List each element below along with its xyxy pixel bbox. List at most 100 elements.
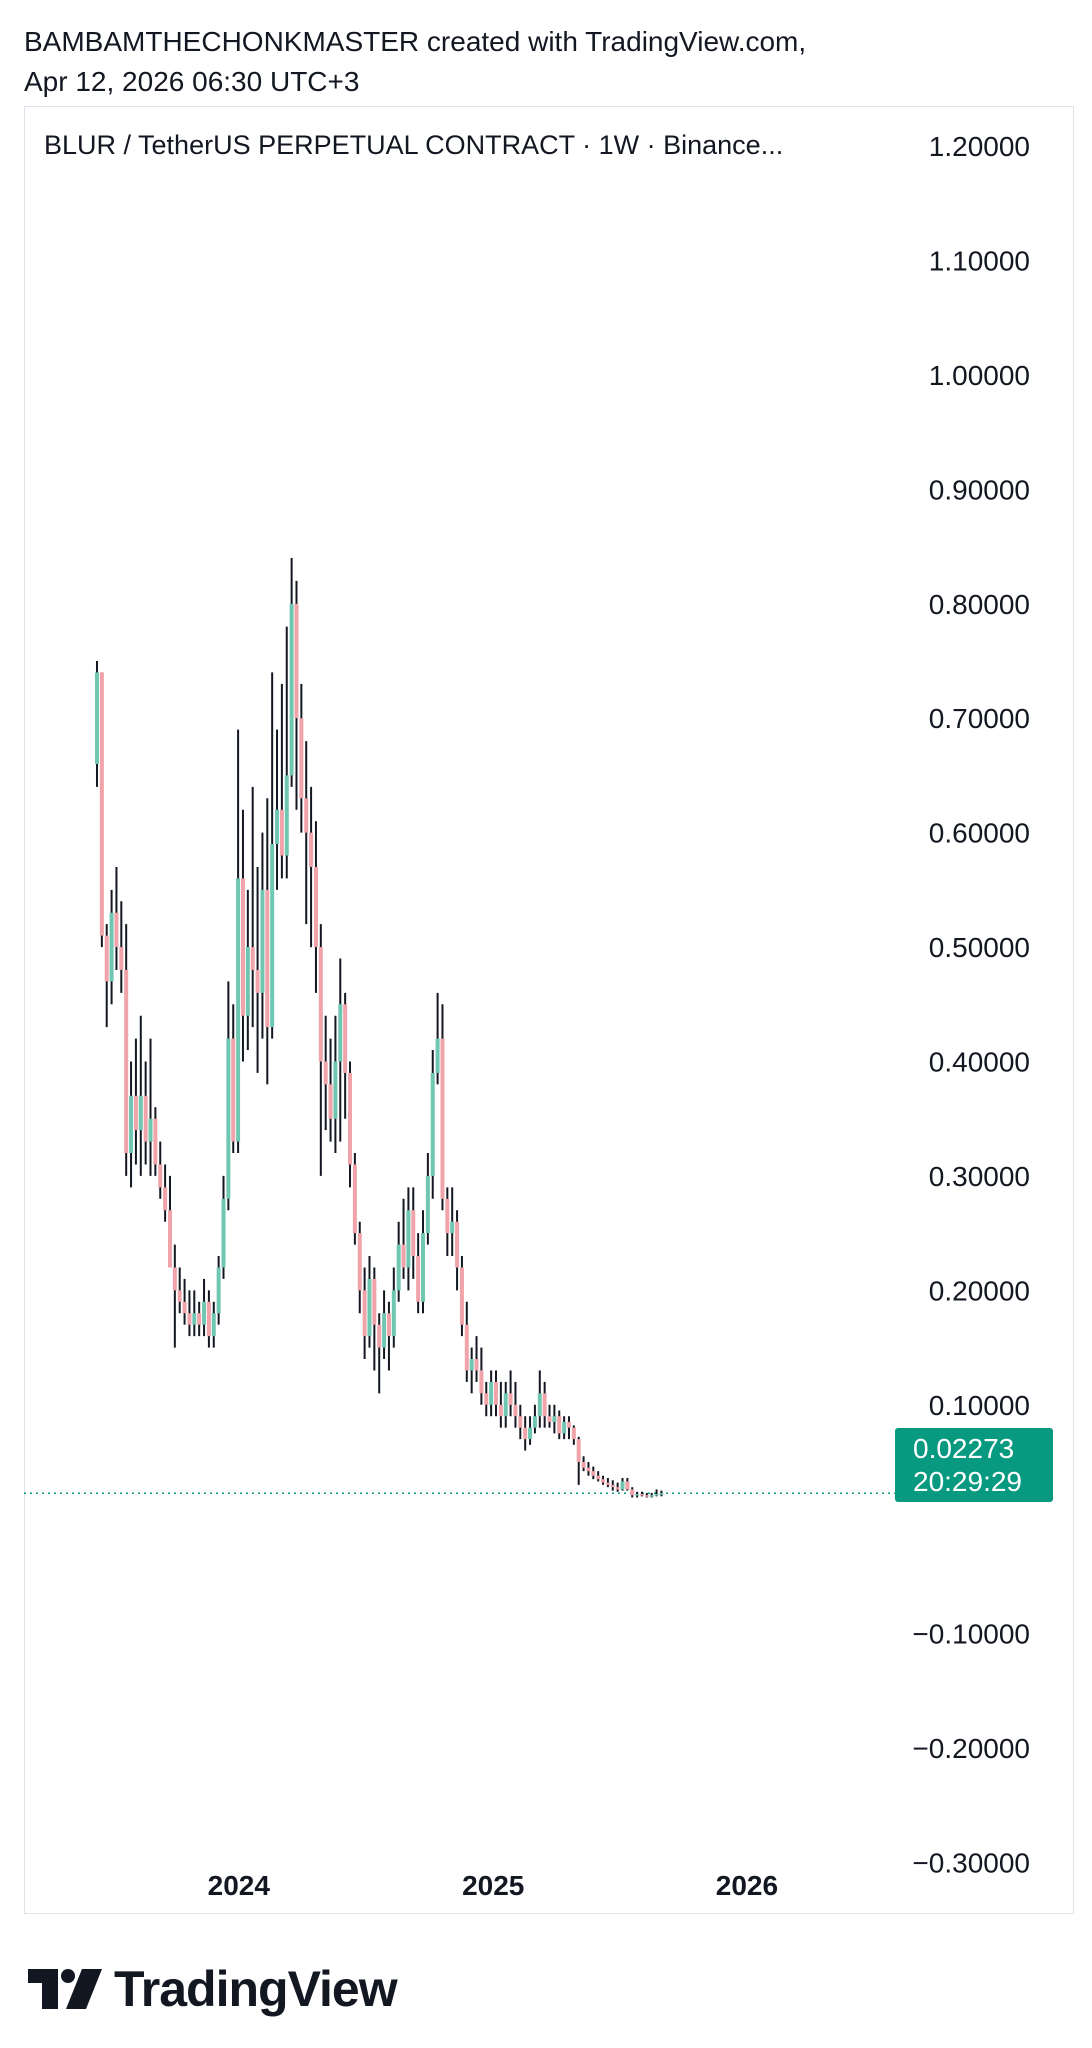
candle-body xyxy=(99,672,104,936)
candle-body xyxy=(659,1493,664,1495)
candle xyxy=(479,1347,484,1405)
candle xyxy=(148,1038,153,1176)
candle-body xyxy=(172,1267,177,1291)
candle-body xyxy=(635,1494,640,1496)
candle xyxy=(445,1187,450,1257)
bar-countdown: 20:29:29 xyxy=(913,1466,1022,1497)
candle xyxy=(455,1210,460,1291)
candle xyxy=(172,1244,177,1348)
candle xyxy=(289,558,294,787)
candle xyxy=(367,1256,372,1348)
candle-body xyxy=(581,1462,586,1468)
candle-body xyxy=(328,1084,333,1119)
candle xyxy=(596,1471,601,1482)
candle xyxy=(265,798,270,1085)
candle xyxy=(450,1187,455,1257)
candle xyxy=(129,1061,134,1188)
chart-frame xyxy=(24,106,1074,1914)
time-axis[interactable]: 2024 2025 2026 xyxy=(208,1870,778,1901)
candle-body xyxy=(523,1427,528,1440)
candle xyxy=(192,1290,197,1337)
candle xyxy=(377,1313,382,1394)
candle-body xyxy=(255,969,260,993)
candle xyxy=(177,1267,182,1314)
candle-body xyxy=(401,1244,406,1268)
price-tick-label: 0.20000 xyxy=(929,1275,1030,1306)
price-tick-label: −0.30000 xyxy=(912,1848,1030,1879)
candle-body xyxy=(163,1187,168,1211)
candle xyxy=(459,1256,464,1337)
candle-body xyxy=(182,1301,187,1314)
candle xyxy=(430,1050,435,1199)
candle xyxy=(323,1015,328,1131)
candle-body xyxy=(216,1267,221,1314)
candle xyxy=(654,1489,659,1497)
candle-body xyxy=(425,1175,430,1234)
candle xyxy=(109,889,114,1005)
candle xyxy=(226,981,231,1211)
candle-body xyxy=(464,1324,469,1371)
candle-body xyxy=(450,1221,455,1234)
candle xyxy=(615,1482,620,1492)
candle-body xyxy=(260,889,265,993)
candle-body xyxy=(167,1210,172,1268)
candle-body xyxy=(440,1038,445,1199)
candle-body xyxy=(377,1324,382,1348)
candle xyxy=(391,1267,396,1348)
candle-body xyxy=(605,1482,610,1485)
candle xyxy=(523,1416,528,1451)
candle xyxy=(138,1015,143,1176)
candle-body xyxy=(153,1118,158,1165)
candle xyxy=(396,1221,401,1302)
candle-body xyxy=(639,1494,644,1496)
candle-body xyxy=(114,912,119,948)
candle xyxy=(489,1370,494,1417)
candle-body xyxy=(586,1467,591,1472)
author-line: BAMBAMTHECHONKMASTER created with Tradin… xyxy=(24,26,807,57)
candle xyxy=(435,992,440,1085)
candle xyxy=(508,1370,513,1417)
candle-body xyxy=(279,809,284,856)
candle xyxy=(372,1267,377,1371)
time-tick-label: 2025 xyxy=(462,1870,524,1901)
candle-body xyxy=(236,878,241,1142)
candle xyxy=(649,1492,654,1498)
candle xyxy=(620,1478,625,1491)
candle-body xyxy=(503,1393,508,1417)
candle-body xyxy=(591,1471,596,1476)
candle-body xyxy=(411,1210,416,1257)
candle-body xyxy=(576,1439,581,1462)
chart-header: BAMBAMTHECHONKMASTER created with Tradin… xyxy=(24,22,806,102)
candle-body xyxy=(435,1038,440,1073)
candle-body xyxy=(498,1404,503,1417)
candle xyxy=(625,1478,630,1491)
candle-body xyxy=(601,1479,606,1483)
candle-body xyxy=(226,1038,231,1199)
candle xyxy=(275,729,280,890)
candle-body xyxy=(250,947,255,970)
last-price-value: 0.02273 xyxy=(913,1433,1015,1464)
time-tick-label: 2026 xyxy=(716,1870,778,1901)
candle-body xyxy=(552,1416,557,1422)
candle xyxy=(503,1381,508,1428)
candle-body xyxy=(177,1290,182,1302)
candle xyxy=(552,1404,557,1434)
tradingview-logo[interactable]: TradingView xyxy=(28,1960,398,2018)
candle xyxy=(270,672,275,1039)
candle xyxy=(586,1462,591,1476)
candle xyxy=(197,1301,202,1337)
candle-body xyxy=(396,1244,401,1291)
candle-body xyxy=(270,844,275,1028)
tradingview-logo-text: TradingView xyxy=(114,1961,398,2017)
candle-body xyxy=(245,947,250,1016)
candle xyxy=(357,1221,362,1314)
candle xyxy=(299,683,304,833)
price-axis[interactable]: 1.20000 1.10000 1.00000 0.90000 0.80000 0.700… xyxy=(912,131,1030,1878)
candle-body xyxy=(625,1481,630,1490)
candle xyxy=(167,1175,172,1268)
candle xyxy=(542,1381,547,1428)
candles xyxy=(94,558,664,1498)
candle xyxy=(202,1278,207,1337)
candle-body xyxy=(338,1004,343,1062)
